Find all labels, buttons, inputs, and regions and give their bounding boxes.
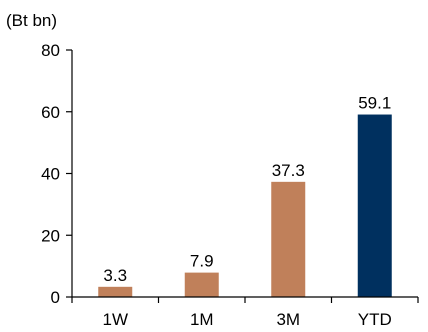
x-tick-label-3m: 3M xyxy=(276,310,300,329)
bar-1m xyxy=(184,272,219,297)
y-tick-label: 80 xyxy=(41,41,60,60)
x-tick-label-1m: 1M xyxy=(190,310,214,329)
axes xyxy=(71,50,419,303)
x-tick-label-ytd: YTD xyxy=(358,310,392,329)
y-tick-label: 20 xyxy=(41,226,60,245)
data-label-1w: 3.3 xyxy=(103,266,127,285)
data-label-3m: 37.3 xyxy=(272,161,305,180)
y-axis-ticks: 0 20 40 60 80 xyxy=(41,41,72,307)
y-tick-label: 0 xyxy=(51,288,60,307)
data-labels: 3.3 7.9 37.3 59.1 xyxy=(103,94,391,285)
x-axis-labels: 1W 1M 3M YTD xyxy=(103,310,392,329)
bar-ytd xyxy=(357,114,392,297)
data-label-ytd: 59.1 xyxy=(358,94,391,113)
y-tick-label: 60 xyxy=(41,103,60,122)
bars xyxy=(98,114,392,297)
data-label-1m: 7.9 xyxy=(190,252,214,271)
y-axis-unit-label: (Bt bn) xyxy=(6,11,57,30)
bar-1w xyxy=(98,286,133,297)
y-tick-label: 40 xyxy=(41,165,60,184)
bar-3m xyxy=(271,181,306,297)
x-tick-label-1w: 1W xyxy=(103,310,129,329)
